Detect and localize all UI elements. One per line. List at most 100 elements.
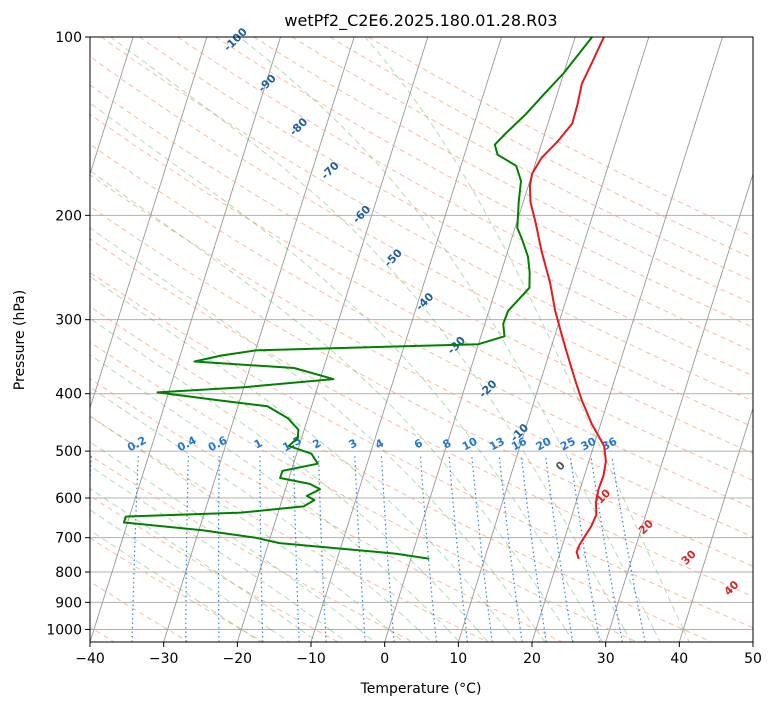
y-axis-label: Pressure (hPa) bbox=[12, 290, 28, 390]
moist-adiabat-line bbox=[299, 628, 319, 642]
moist-adiabat-line bbox=[90, 386, 419, 630]
sounding-profiles bbox=[122, 37, 607, 560]
moist-adiabat-line bbox=[447, 629, 461, 642]
mixing-ratio-line bbox=[611, 456, 646, 642]
y-tick-label: 100 bbox=[55, 30, 82, 46]
isotherm-line bbox=[457, 37, 650, 642]
y-tick-label: 400 bbox=[55, 387, 82, 403]
moist-adiabat-line bbox=[239, 37, 655, 630]
dry-adiabat-line bbox=[90, 205, 753, 567]
moist-adiabat-line bbox=[90, 275, 507, 630]
dry-adiabat-line bbox=[90, 341, 638, 642]
moist-adiabat-line bbox=[90, 415, 389, 630]
mixing-ratio-line bbox=[318, 456, 327, 642]
mixing-ratio-line bbox=[471, 456, 493, 642]
dry-adiabat-line bbox=[100, 37, 753, 402]
x-tick-label: −30 bbox=[149, 651, 179, 667]
isotherm-line bbox=[90, 37, 134, 176]
moist-adiabat-line bbox=[90, 529, 242, 630]
moist-adiabat-line bbox=[90, 465, 330, 630]
chart-title: wetPf2_C2E6.2025.180.01.28.R03 bbox=[284, 11, 557, 31]
mixing-ratio-line bbox=[354, 456, 366, 642]
mixing-ratio-label: 16 bbox=[509, 435, 529, 454]
x-tick-label: 40 bbox=[670, 651, 688, 667]
y-tick-label: 200 bbox=[55, 208, 82, 224]
isotherm-line bbox=[384, 37, 576, 642]
dry-adiabat-line bbox=[90, 56, 753, 428]
x-tick-label: −40 bbox=[75, 651, 105, 667]
mixing-ratio-label: 30 bbox=[579, 435, 599, 454]
isotherm-line bbox=[678, 406, 753, 642]
mixing-ratio-label: 20 bbox=[534, 435, 554, 454]
mixing-ratio-line bbox=[131, 456, 139, 642]
mixing-ratio-line bbox=[293, 456, 300, 642]
mixing-ratio-label: 25 bbox=[558, 435, 578, 454]
mixing-ratio-line bbox=[590, 456, 623, 642]
y-tick-label: 900 bbox=[55, 595, 82, 611]
moist-adiabat-line bbox=[90, 509, 272, 630]
mixing-ratio-label: 13 bbox=[487, 435, 507, 454]
moist-adiabat-line bbox=[564, 629, 575, 642]
mixing-ratio-line bbox=[380, 456, 395, 642]
dry-adiabat-line bbox=[90, 378, 563, 642]
temperature-profile-line bbox=[528, 37, 607, 560]
isotherm-line bbox=[90, 37, 208, 410]
moist-adiabat-line bbox=[476, 629, 489, 642]
mixing-ratio-line bbox=[545, 456, 574, 642]
y-tick-label: 300 bbox=[55, 313, 82, 329]
y-tick-label: 600 bbox=[55, 491, 82, 507]
y-tick-label: 800 bbox=[55, 565, 82, 581]
dry-adiabat-line bbox=[90, 415, 488, 642]
moist-adiabat-line bbox=[90, 102, 596, 630]
isotherm-line bbox=[605, 172, 753, 642]
x-tick-label: 30 bbox=[597, 651, 615, 667]
mixing-ratio-line bbox=[569, 456, 601, 642]
moist-adiabat-line bbox=[388, 629, 404, 642]
moist-adiabat-line bbox=[653, 629, 661, 642]
isotherm-line bbox=[163, 37, 355, 642]
moist-adiabat-line bbox=[110, 37, 625, 630]
moist-adiabat-line bbox=[90, 488, 301, 630]
dry-adiabat-line bbox=[90, 238, 753, 598]
mixing-ratio-line bbox=[419, 456, 437, 642]
moist-adiabat-line bbox=[535, 629, 546, 642]
x-tick-label: −10 bbox=[296, 651, 326, 667]
plot-frame bbox=[89, 36, 754, 643]
moist-adiabat-line bbox=[90, 317, 478, 630]
dry-adiabat-line bbox=[90, 537, 264, 642]
moist-adiabat-line bbox=[506, 629, 517, 642]
y-tick-label: 700 bbox=[55, 531, 82, 547]
dry-adiabat-line bbox=[90, 84, 753, 454]
x-tick-label: 0 bbox=[380, 651, 389, 667]
mixing-ratio-line bbox=[498, 456, 523, 642]
x-axis-label: Temperature (°C) bbox=[360, 681, 482, 697]
moist-adiabat-line bbox=[682, 629, 690, 642]
dry-adiabat-line bbox=[139, 37, 753, 377]
moist-adiabat-line bbox=[594, 629, 603, 642]
moist-adiabat-line bbox=[329, 629, 347, 642]
mixing-ratio-line bbox=[259, 456, 264, 642]
moist-adiabat-line bbox=[358, 629, 376, 642]
y-tick-label: 1000 bbox=[46, 622, 82, 638]
isotherm-line bbox=[90, 37, 281, 642]
x-tick-label: 50 bbox=[744, 651, 762, 667]
mixing-ratio-label: 10 bbox=[460, 435, 480, 454]
x-tick-label: 20 bbox=[523, 651, 541, 667]
x-tick-label: 10 bbox=[449, 651, 467, 667]
x-tick-label: −20 bbox=[223, 651, 253, 667]
moist-adiabat-line bbox=[623, 629, 632, 642]
moist-adiabat-line bbox=[90, 227, 537, 630]
moist-adiabat-line bbox=[270, 628, 290, 642]
dry-adiabat-line bbox=[90, 143, 753, 509]
isotherm-line bbox=[531, 37, 723, 642]
mixing-ratio-line bbox=[218, 456, 220, 642]
moist-adiabat-line bbox=[417, 629, 432, 642]
y-tick-label: 500 bbox=[55, 444, 82, 460]
moist-adiabat-line bbox=[241, 628, 261, 642]
moist-adiabat-line bbox=[364, 37, 684, 630]
y-axis: 100 200 300 400 500 600 700 800 900 1000 bbox=[46, 30, 90, 638]
mixing-ratio-line bbox=[448, 456, 469, 642]
mixing-ratio-line bbox=[520, 456, 547, 642]
mixing-ratio-line bbox=[185, 456, 189, 642]
